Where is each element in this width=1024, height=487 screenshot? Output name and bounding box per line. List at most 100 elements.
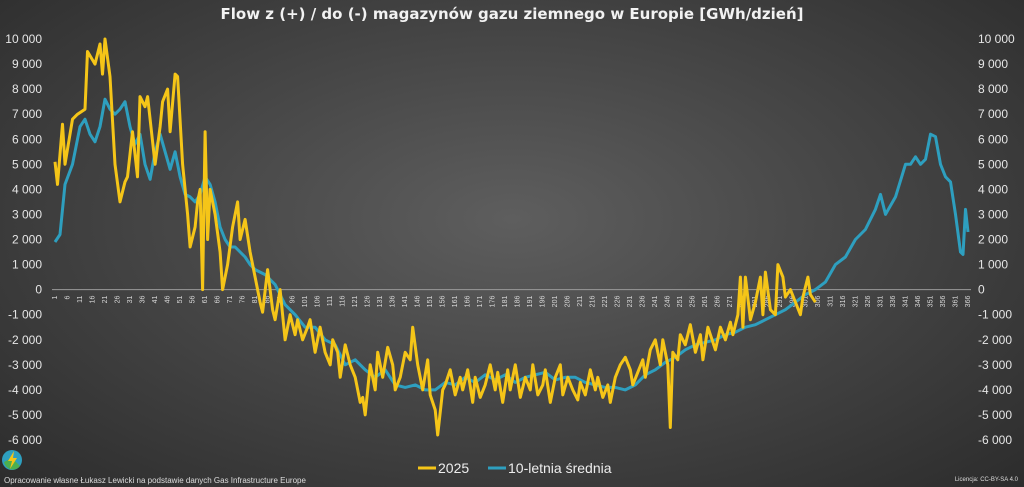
y-tick-label-right: 4 000: [978, 182, 1008, 196]
x-tick-label: 81: [252, 296, 259, 304]
y-tick-label-right: 10 000: [978, 32, 1015, 46]
x-tick-label: 151: [427, 296, 434, 308]
x-tick-label: 61: [202, 296, 209, 304]
x-tick-label: 331: [877, 296, 884, 308]
y-tick-label-left: 3 000: [12, 207, 42, 221]
x-tick-label: 86: [264, 296, 271, 304]
x-tick-label: 161: [452, 296, 459, 308]
y-tick-label-right: 2 000: [978, 233, 1008, 247]
x-tick-label: 166: [465, 296, 472, 308]
x-tick-label: 66: [214, 296, 221, 304]
x-tick-label: 231: [627, 296, 634, 308]
y-tick-label-right: 6 000: [978, 132, 1008, 146]
x-tick-label: 206: [565, 296, 572, 308]
x-tick-label: 116: [340, 296, 347, 307]
y-tick-label-left: 2 000: [12, 233, 42, 247]
x-tick-label: 341: [902, 296, 909, 308]
x-tick-label: 181: [502, 296, 509, 308]
y-tick-label-right: 7 000: [978, 107, 1008, 121]
x-tick-label: 56: [189, 296, 196, 304]
x-tick-label: 201: [552, 296, 559, 308]
y-tick-label-left: 9 000: [12, 57, 42, 71]
y-tick-label-right: -2 000: [978, 333, 1012, 347]
x-tick-label: 131: [377, 296, 384, 308]
series-line-2025: [53, 37, 817, 437]
x-tick-label: 306: [815, 296, 822, 308]
y-tick-label-left: 6 000: [12, 132, 42, 146]
x-tick-label: 11: [77, 296, 84, 303]
x-tick-label: 186: [515, 296, 522, 308]
x-tick-label: 156: [440, 296, 447, 308]
y-tick-label-right: -6 000: [978, 433, 1012, 447]
x-tick-label: 196: [540, 296, 547, 308]
y-tick-label-right: -3 000: [978, 358, 1012, 372]
x-tick-label: 256: [690, 296, 697, 308]
x-tick-label: 296: [790, 296, 797, 308]
x-tick-label: 351: [927, 296, 934, 308]
x-tick-label: 326: [865, 296, 872, 308]
x-tick-label: 46: [164, 296, 171, 304]
y-tick-label-left: 7 000: [12, 107, 42, 121]
y-tick-label-right: 3 000: [978, 207, 1008, 221]
x-tick-label: 291: [777, 296, 784, 308]
y-axis-right: 10 000 9 000 8 000 7 000 6 000 5 000 4 000 3 00…: [978, 32, 1015, 447]
y-tick-label-left: 10 000: [5, 32, 42, 46]
x-tick-label: 21: [102, 296, 109, 304]
x-tick-label: 246: [665, 296, 672, 308]
x-tick-label: 336: [890, 296, 897, 308]
x-tick-label: 226: [615, 296, 622, 308]
x-tick-label: 266: [715, 296, 722, 308]
x-axis: 1 6 11 16 21 26 31 36 41 46 51 56 61 66 71 76 81 86 91 96 10…: [52, 296, 972, 308]
x-tick-label: 311: [827, 296, 834, 307]
x-tick-label: 136: [390, 296, 397, 308]
x-tick-label: 211: [577, 296, 584, 307]
source-note: Opracowanie własne Łukasz Lewicki na pod…: [4, 476, 306, 485]
x-tick-label: 71: [227, 296, 234, 304]
y-tick-label-right: 5 000: [978, 157, 1008, 171]
y-tick-label-right: 1 000: [978, 258, 1008, 272]
y-tick-label-left: -4 000: [8, 383, 42, 397]
x-tick-label: 26: [114, 296, 121, 304]
y-tick-label-right: 9 000: [978, 57, 1008, 71]
y-tick-label-left: 4 000: [12, 182, 42, 196]
y-tick-label-right: -1 000: [978, 308, 1012, 322]
y-tick-label-left: 1 000: [12, 258, 42, 272]
y-tick-label-right: -4 000: [978, 383, 1012, 397]
x-tick-label: 106: [314, 296, 321, 308]
x-tick-label: 51: [177, 296, 184, 304]
x-tick-label: 316: [840, 296, 847, 308]
y-tick-label-right: 8 000: [978, 82, 1008, 96]
x-tick-label: 221: [602, 296, 609, 308]
x-tick-label: 31: [127, 296, 134, 304]
legend: 2025 10-letnia średnia: [418, 460, 612, 476]
x-tick-label: 301: [802, 296, 809, 308]
x-tick-label: 346: [915, 296, 922, 308]
x-tick-label: 176: [490, 296, 497, 308]
x-tick-label: 1: [52, 296, 59, 300]
x-tick-label: 146: [415, 296, 422, 308]
y-tick-label-left: -5 000: [8, 408, 42, 422]
x-tick-label: 41: [152, 296, 159, 304]
y-tick-label-left: -3 000: [8, 358, 42, 372]
x-tick-label: 261: [702, 296, 709, 308]
logo-icon: [2, 450, 22, 470]
y-tick-label-left: 8 000: [12, 82, 42, 96]
x-tick-label: 76: [239, 296, 246, 304]
y-tick-label-left: 0: [35, 283, 42, 297]
y-tick-label-right: -5 000: [978, 408, 1012, 422]
x-tick-label: 101: [302, 296, 309, 308]
legend-label-average: 10-letnia średnia: [508, 460, 612, 476]
chart-title: Flow z (+) / do (-) magazynów gazu ziemn…: [221, 5, 804, 23]
x-tick-label: 236: [640, 296, 647, 308]
y-tick-label-left: -6 000: [8, 433, 42, 447]
x-tick-label: 6: [64, 296, 71, 300]
legend-label-2025: 2025: [438, 460, 469, 476]
y-tick-label-left: -2 000: [8, 333, 42, 347]
x-tick-label: 356: [940, 296, 947, 308]
x-tick-label: 126: [365, 296, 372, 308]
x-tick-label: 241: [652, 296, 659, 308]
x-tick-label: 36: [139, 296, 146, 304]
x-tick-label: 141: [402, 296, 409, 308]
x-tick-label: 121: [352, 296, 359, 308]
